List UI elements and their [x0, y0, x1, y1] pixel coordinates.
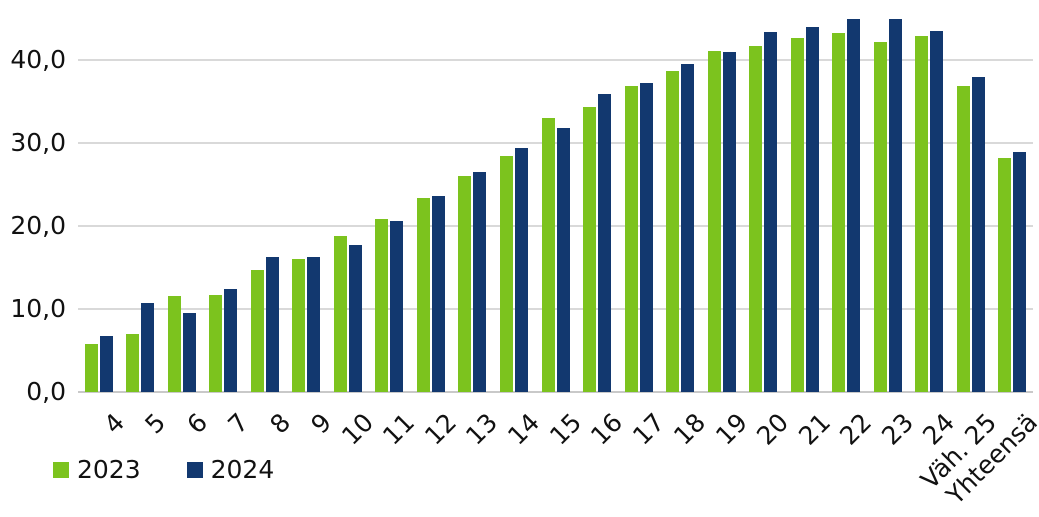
y-tick-label: 40,0: [10, 45, 66, 75]
y-tick-label: 20,0: [10, 211, 66, 241]
bar-2024-6: [182, 313, 196, 392]
bar-2024-21: [805, 27, 819, 392]
y-tick-label: 30,0: [10, 128, 66, 158]
bar-2024-22: [847, 19, 861, 392]
bar-2023-6: [167, 295, 181, 392]
bar-2024-12: [431, 196, 445, 392]
bar-2023-5: [126, 333, 140, 392]
bar-2024-18: [681, 63, 695, 392]
bar-2024-11: [390, 221, 404, 392]
legend-swatch-2023: [53, 461, 69, 478]
bar-2023-9: [292, 258, 306, 392]
y-gridline: [78, 225, 1033, 228]
y-gridline: [78, 142, 1033, 145]
bar-2024-23: [888, 19, 902, 392]
plot-area: [78, 19, 1033, 393]
bar-2023-16: [583, 106, 597, 392]
bar-2024-24: [930, 30, 944, 392]
bar-2024-9: [307, 256, 321, 392]
bar-2024-7: [224, 289, 238, 392]
bar-2023-Yhteensä: [998, 158, 1012, 392]
x-axis-line: [78, 391, 1033, 393]
bar-2024-16: [598, 93, 612, 392]
bar-2024-13: [473, 171, 487, 392]
bar-2023-13: [458, 175, 472, 392]
legend-swatch-2024: [186, 461, 203, 478]
y-gridline: [78, 308, 1033, 311]
bar-2023-24: [915, 35, 929, 392]
legend-item-2023: 2023: [53, 455, 141, 484]
legend-label-2023: 2023: [77, 455, 141, 484]
bar-2024-Yhteensä: [1013, 151, 1027, 392]
bar-2024-10: [348, 245, 362, 392]
bar-2023-18: [666, 71, 680, 392]
bar-2023-20: [749, 46, 763, 392]
y-axis-labels: 0,0 10,0 20,0 30,0 40,0: [0, 19, 66, 406]
bar-2023-8: [250, 270, 264, 392]
bar-2024-5: [141, 303, 155, 392]
bar-2024-17: [639, 82, 653, 392]
bar-2024-8: [265, 256, 279, 392]
legend-label-2024: 2024: [210, 455, 275, 484]
bar-2023-21: [790, 38, 804, 392]
y-gridline: [78, 59, 1033, 62]
y-tick-label: 0,0: [26, 377, 66, 406]
bar-2023-15: [541, 118, 555, 392]
bar-2023-10: [333, 236, 347, 392]
bar-2023-23: [873, 42, 887, 392]
legend-item-2024: 2024: [186, 455, 275, 484]
bar-2024-19: [722, 52, 736, 392]
y-tick-label: 10,0: [10, 294, 66, 324]
bar-2024-15: [556, 128, 570, 392]
bar-2023-12: [416, 198, 430, 392]
bar-2023-7: [209, 295, 223, 392]
bar-2023-4: [84, 343, 98, 392]
bar-2023-14: [499, 155, 513, 392]
bar-2023-17: [624, 86, 638, 392]
legend: 2023 2024: [53, 455, 274, 484]
bar-2023-22: [832, 33, 846, 392]
bar-2024-20: [764, 32, 778, 392]
bar-2024-4: [99, 335, 113, 392]
bar-2023-19: [707, 50, 721, 392]
bar-2024-Väh. 25: [971, 77, 985, 392]
bar-2024-14: [514, 148, 528, 392]
bar-2023-11: [375, 218, 389, 392]
bar-2023-Väh. 25: [956, 86, 970, 392]
